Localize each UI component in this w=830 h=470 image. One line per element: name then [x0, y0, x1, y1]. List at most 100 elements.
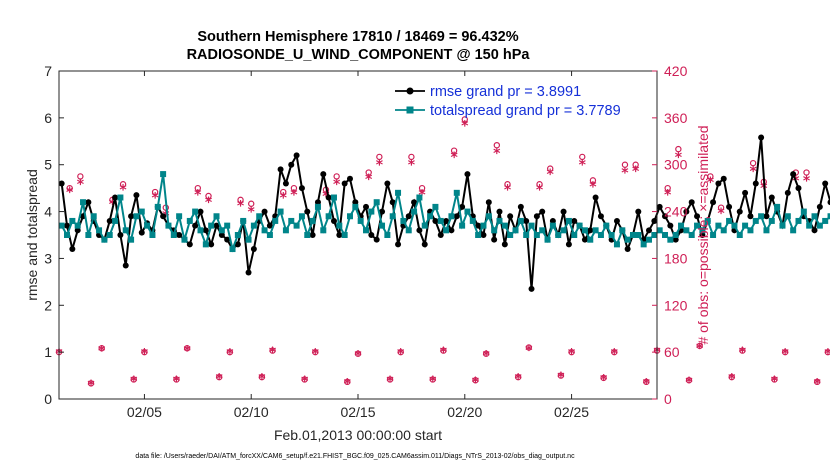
rmse-point: [699, 232, 706, 238]
spread-point: [507, 232, 514, 238]
spread-point: [453, 189, 460, 196]
obs-assimilated-marker: *: [333, 177, 341, 193]
obs-assimilated-marker: *: [707, 175, 715, 191]
y-right-tick-label: 360: [664, 110, 688, 126]
spread-point: [597, 232, 604, 238]
rmse-point: [811, 227, 818, 234]
obs-possible-marker: [749, 159, 757, 167]
obs-assimilated-marker: *: [216, 372, 224, 388]
obs-possible-marker: [589, 177, 597, 184]
spread-point: [678, 222, 685, 229]
spread-point: [224, 222, 231, 229]
obs-assimilated-marker: *: [685, 375, 693, 391]
obs-assimilated-marker: *: [301, 374, 309, 390]
obs-assimilated-marker: *: [461, 119, 469, 135]
legend-spread-marker: [406, 106, 414, 114]
obs-assimilated-marker: *: [440, 345, 448, 361]
rmse-point: [613, 217, 620, 224]
rmse-point: [496, 208, 503, 215]
rmse-point: [416, 227, 423, 234]
rmse-point: [816, 203, 823, 210]
obs-assimilated-marker: *: [504, 183, 512, 199]
spread-point: [106, 232, 113, 238]
spread-point: [715, 222, 722, 229]
rmse-point: [69, 246, 76, 253]
spread-point: [501, 222, 508, 229]
spread-point: [293, 222, 300, 229]
obs-possible-marker: [536, 181, 543, 188]
spread-point: [138, 208, 145, 215]
spread-point: [186, 217, 193, 224]
spread-point: [101, 236, 108, 243]
spread-point: [320, 227, 327, 234]
spread-point: [160, 171, 167, 178]
spread-point: [811, 213, 818, 220]
obs-possible-marker: [397, 348, 404, 356]
rmse-point: [277, 166, 284, 173]
spread-point: [149, 232, 156, 238]
spread-point: [245, 236, 252, 243]
spread-point: [288, 217, 295, 224]
rmse-point: [186, 241, 193, 248]
rmse-point: [523, 217, 530, 224]
spread-point: [250, 222, 257, 229]
obs-assimilated-marker: *: [408, 158, 416, 174]
rmse-point: [395, 241, 402, 248]
obs-possible-marker: [696, 342, 703, 350]
y-right-tick-label: 0: [664, 391, 672, 407]
rmse-point: [58, 180, 65, 187]
spread-point: [662, 232, 669, 238]
y-left-tick-label: 2: [44, 297, 52, 313]
obs-possible-marker: [717, 204, 725, 211]
spread-point: [197, 227, 204, 234]
rmse-point: [138, 229, 145, 236]
rmse-point: [752, 180, 759, 187]
obs-assimilated-marker: *: [130, 374, 138, 390]
spread-point: [549, 222, 556, 229]
obs-possible-marker: [514, 373, 522, 381]
spread-point: [218, 227, 225, 234]
rmse-point: [298, 185, 305, 192]
obs-assimilated-marker: *: [525, 343, 533, 359]
rmse-point: [112, 194, 119, 201]
rmse-point: [549, 217, 556, 224]
obs-possible-marker: [333, 173, 340, 180]
rmse-point: [250, 246, 257, 253]
rmse-point: [234, 241, 241, 248]
spread-point: [517, 217, 524, 224]
obs-assimilated-marker: *: [600, 372, 608, 388]
obs-possible-marker: [151, 188, 159, 196]
spread-point: [608, 232, 615, 238]
rmse-point: [517, 203, 524, 210]
rmse-point: [176, 232, 183, 238]
obs-assimilated-marker: *: [119, 183, 127, 199]
spread-point: [742, 222, 749, 229]
obs-possible-marker: [824, 348, 830, 356]
rmse-point: [389, 199, 396, 206]
rmse-point: [763, 213, 770, 220]
rmse-point: [325, 194, 332, 201]
rmse-point: [74, 227, 81, 234]
obs-possible-marker: [643, 378, 650, 386]
obs-possible-marker: [258, 373, 266, 381]
obs-assimilated-marker: *: [515, 372, 523, 388]
spread-point: [330, 194, 337, 201]
spread-point: [421, 222, 428, 229]
rmse-point: [432, 217, 439, 224]
spread-point: [432, 203, 439, 210]
rmse-point: [453, 213, 460, 220]
obs-assimilated-marker: *: [354, 348, 362, 364]
rmse-point: [218, 232, 225, 238]
rmse-point: [421, 241, 428, 248]
y-axis-right-label: # of obs: o=possible; ×=assimilated: [695, 125, 711, 344]
spread-point: [309, 217, 316, 224]
rmse-point: [336, 232, 343, 238]
spread-point: [603, 222, 610, 229]
rmse-point: [827, 199, 830, 206]
spread-point: [277, 208, 284, 215]
obs-assimilated-marker: *: [547, 167, 555, 183]
spread-point: [539, 227, 546, 234]
y-left-tick-label: 7: [44, 63, 52, 79]
obs-assimilated-marker: *: [98, 344, 106, 360]
spread-point: [379, 222, 386, 229]
